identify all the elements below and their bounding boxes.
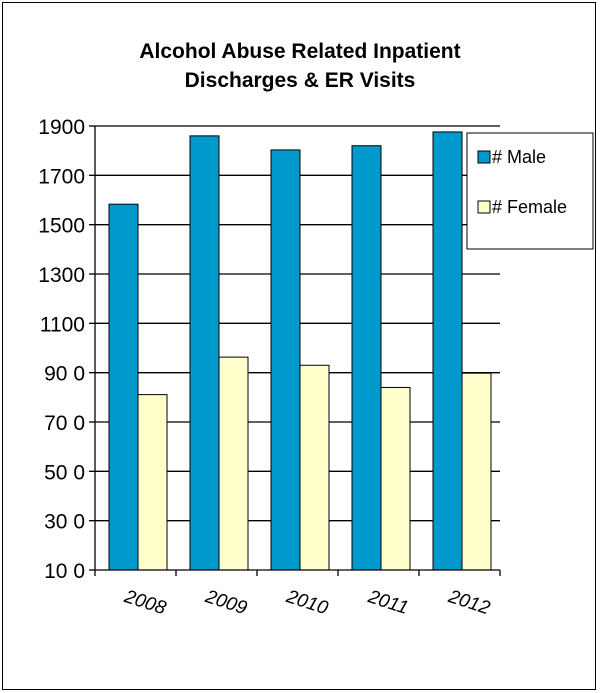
y-tick-label: 1900: [38, 116, 85, 139]
legend-label-female: # Female: [492, 197, 567, 217]
legend-swatch-female: [477, 200, 491, 214]
bar-female-2011: [380, 386, 411, 571]
y-tick-label: 1100: [40, 313, 85, 336]
y-tick-label: 10 0: [44, 560, 85, 583]
legend-swatch-male: [477, 150, 491, 164]
bar-male-2011: [351, 145, 382, 571]
y-tick-label: 1500: [38, 215, 85, 238]
legend: # Male # Female: [466, 132, 594, 250]
bar-male-2010: [270, 149, 301, 571]
y-tick-label: 90 0: [44, 363, 85, 386]
y-tick-label: 1700: [38, 165, 85, 188]
x-tick-label-2009: 2009: [202, 586, 250, 619]
chart-title-line-1: Alcohol Abuse Related Inpatient: [139, 40, 460, 63]
y-tick-label: 50 0: [44, 461, 85, 484]
bar-male-2012: [432, 131, 463, 571]
axes: [89, 125, 501, 576]
bar-female-2009: [218, 356, 249, 571]
y-tick-label: 70 0: [44, 412, 85, 435]
x-tick-label-2012: 2012: [445, 586, 493, 619]
bar-female-2010: [299, 364, 330, 571]
bar-female-2012: [461, 372, 492, 571]
y-tick-label: 30 0: [44, 511, 85, 534]
legend-label-male: # Male: [492, 147, 546, 167]
bar-male-2009: [189, 135, 220, 571]
bar-female-2008: [137, 394, 168, 571]
x-tick-labels: 2008 2009 2010 2011 2012: [121, 586, 493, 619]
y-tick-label: 1300: [38, 264, 85, 287]
chart-title-line-2: Discharges & ER Visits: [185, 69, 416, 92]
bars: [108, 131, 492, 571]
x-tick-label-2010: 2010: [283, 586, 331, 619]
bar-male-2008: [108, 203, 139, 571]
x-tick-label-2008: 2008: [121, 586, 169, 619]
x-tick-label-2011: 2011: [365, 586, 411, 619]
